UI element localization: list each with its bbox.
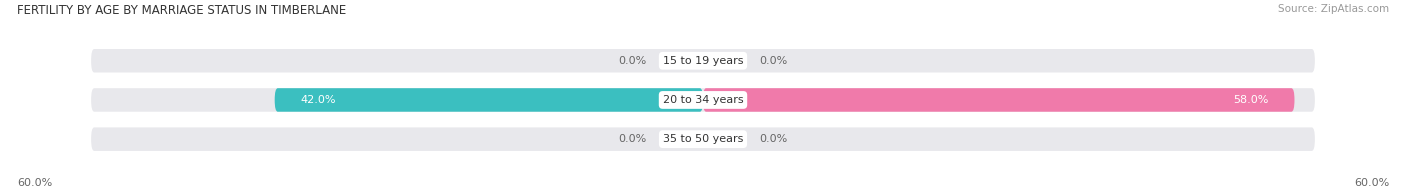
FancyBboxPatch shape [274,88,703,112]
FancyBboxPatch shape [91,49,1315,73]
FancyBboxPatch shape [91,88,1315,112]
Text: Source: ZipAtlas.com: Source: ZipAtlas.com [1278,4,1389,14]
Text: 35 to 50 years: 35 to 50 years [662,134,744,144]
Text: 58.0%: 58.0% [1233,95,1270,105]
FancyBboxPatch shape [703,88,1295,112]
Text: 0.0%: 0.0% [759,134,787,144]
Text: 60.0%: 60.0% [1354,178,1389,188]
FancyBboxPatch shape [91,127,1315,151]
Text: 15 to 19 years: 15 to 19 years [662,56,744,66]
Text: 0.0%: 0.0% [619,56,647,66]
Text: 0.0%: 0.0% [759,56,787,66]
Text: FERTILITY BY AGE BY MARRIAGE STATUS IN TIMBERLANE: FERTILITY BY AGE BY MARRIAGE STATUS IN T… [17,4,346,17]
Text: 42.0%: 42.0% [301,95,336,105]
Text: 20 to 34 years: 20 to 34 years [662,95,744,105]
Text: 60.0%: 60.0% [17,178,52,188]
Text: 0.0%: 0.0% [619,134,647,144]
